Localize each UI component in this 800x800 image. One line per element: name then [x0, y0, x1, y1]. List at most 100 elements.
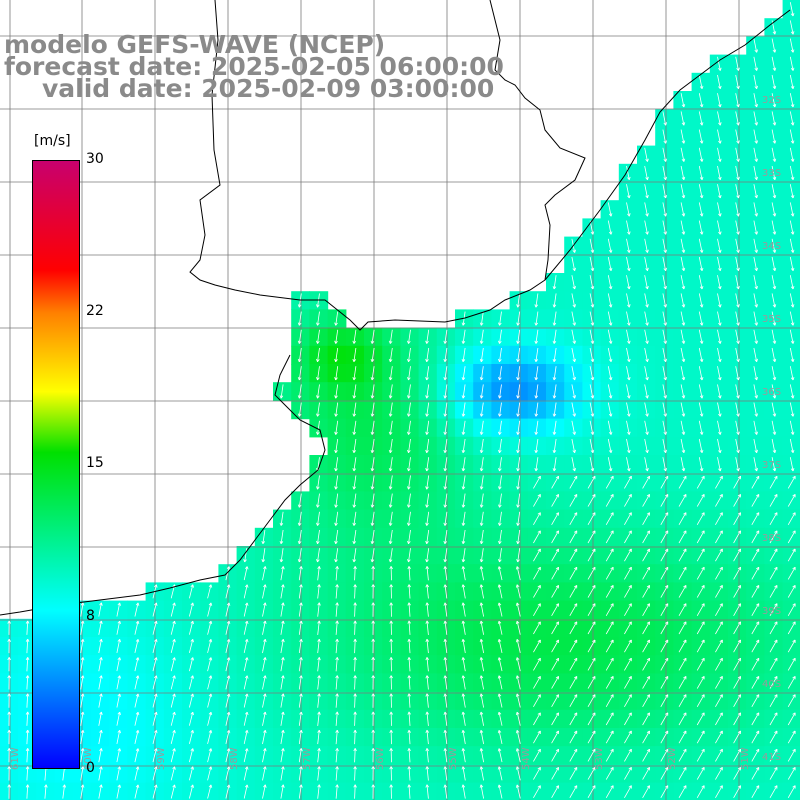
wind-arrow — [552, 275, 557, 290]
wind-arrow — [660, 639, 669, 653]
wind-cell — [728, 691, 747, 711]
wind-arrow — [642, 475, 650, 489]
wind-arrow — [443, 784, 448, 799]
wind-cell — [582, 728, 602, 747]
wind-arrow — [769, 603, 778, 616]
wind-arrow — [352, 420, 357, 435]
wind-arrow — [516, 293, 521, 308]
wind-arrow — [371, 602, 375, 617]
wind-arrow — [678, 712, 687, 726]
wind-arrow — [644, 347, 649, 363]
wind-arrow — [516, 402, 521, 417]
wind-cell — [527, 764, 547, 784]
wind-cell — [564, 746, 583, 765]
wind-arrow — [644, 293, 649, 308]
wind-arrow — [461, 402, 466, 417]
wind-arrow — [771, 329, 777, 344]
wind-arrow — [407, 438, 411, 454]
wind-arrow — [662, 347, 667, 363]
wind-cell — [527, 746, 547, 765]
wind-arrow — [753, 111, 758, 126]
wind-arrow — [370, 511, 375, 526]
wind-arrow — [7, 638, 11, 654]
lat-label: 33S — [762, 168, 781, 179]
wind-cell — [709, 527, 729, 547]
wind-arrow — [407, 711, 411, 726]
wind-arrow — [316, 402, 320, 417]
wind-arrow — [334, 329, 339, 344]
wind-arrow — [134, 784, 140, 799]
wind-arrow — [587, 639, 596, 653]
wind-arrow — [389, 729, 393, 745]
wind-arrow — [189, 784, 194, 799]
wind-arrow — [662, 438, 667, 454]
wind-arrow — [644, 311, 649, 326]
wind-arrow — [134, 730, 140, 744]
wind-arrow — [569, 748, 578, 762]
wind-arrow — [389, 620, 393, 635]
wind-arrow — [407, 493, 411, 508]
wind-arrow — [443, 329, 448, 344]
wind-arrow — [443, 438, 448, 454]
wind-arrow — [771, 93, 777, 108]
wind-arrow — [771, 129, 777, 144]
wind-cell — [546, 491, 565, 511]
wind-arrow — [589, 311, 595, 326]
wind-arrow — [769, 730, 778, 744]
wind-arrow — [479, 347, 484, 363]
lat-label: 35S — [762, 314, 781, 325]
wind-arrow — [407, 366, 411, 381]
lon-label: 58W — [229, 747, 240, 770]
wind-cell — [600, 582, 620, 602]
wind-arrow — [662, 384, 667, 399]
wind-cell — [746, 709, 765, 729]
wind-cell — [782, 0, 800, 19]
wind-cell — [691, 728, 711, 747]
wind-arrow — [769, 676, 778, 689]
wind-arrow — [479, 693, 484, 708]
wind-arrow — [733, 676, 741, 689]
wind-arrow — [660, 494, 669, 507]
wind-arrow — [662, 402, 667, 417]
wind-arrow — [571, 402, 576, 417]
wind-cell — [782, 182, 800, 201]
wind-cell — [673, 582, 693, 602]
wind-cell — [673, 564, 693, 583]
wind-arrow — [407, 620, 411, 635]
wind-arrow — [552, 384, 557, 399]
wind-arrow — [789, 165, 795, 181]
wind-arrow — [771, 347, 777, 363]
wind-arrow — [335, 748, 339, 763]
wind-arrow — [498, 438, 502, 454]
wind-arrow — [425, 548, 430, 563]
wind-arrow — [662, 256, 667, 272]
wind-arrow — [735, 256, 740, 272]
wind-arrow — [134, 693, 140, 708]
wind-arrow — [717, 184, 722, 199]
wind-arrow — [642, 494, 650, 507]
wind-arrow — [678, 512, 687, 525]
wind-arrow — [662, 457, 667, 472]
wind-arrow — [589, 347, 595, 363]
wind-arrow — [407, 657, 411, 672]
wind-cell — [582, 637, 602, 656]
wind-arrow — [425, 711, 430, 726]
wind-arrow — [461, 620, 466, 635]
wind-arrow — [534, 457, 539, 472]
wind-arrow — [443, 402, 448, 417]
wind-arrow — [189, 748, 194, 763]
wind-cell — [637, 764, 656, 784]
wind-arrow — [753, 457, 758, 472]
wind-arrow — [624, 621, 632, 635]
wind-arrow — [607, 384, 613, 399]
wind-arrow — [753, 220, 758, 235]
wind-arrow — [626, 366, 631, 381]
wind-arrow — [735, 238, 740, 253]
wind-arrow — [626, 293, 631, 308]
wind-cell — [728, 509, 747, 529]
wind-arrow — [552, 420, 557, 435]
wind-arrow — [335, 566, 339, 581]
wind-arrow — [479, 438, 484, 454]
wind-cell — [728, 527, 747, 547]
